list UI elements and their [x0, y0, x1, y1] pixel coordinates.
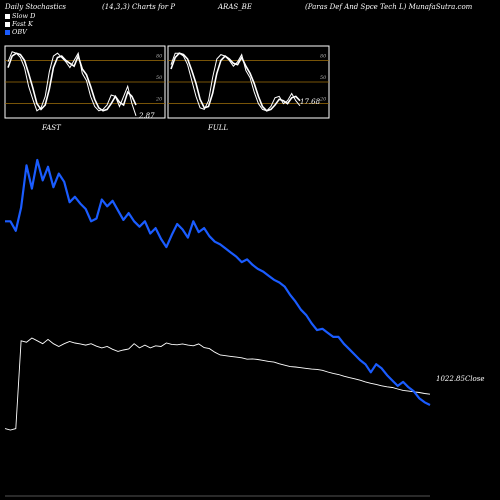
full_panel-last-value: 17.68 [300, 98, 321, 106]
legend-item-obv: OBV [5, 28, 27, 36]
fast_panel-title: FAST [41, 124, 62, 132]
legend-item-slow-d: Slow D [5, 12, 35, 20]
legend-swatch-fast-k [5, 21, 10, 27]
fast_panel-tick-label-50: 50 [156, 75, 163, 81]
header-title-4: (Paras Def And Spce Tech L) MunafaSutra.… [305, 3, 473, 11]
legend-swatch-obv [5, 29, 10, 35]
fast_panel-series-fast-k [7, 51, 137, 116]
legend-swatch-slow-d [5, 13, 10, 19]
header-title-1: Daily Stochastics [5, 3, 67, 11]
fast_panel-tick-label-80: 80 [156, 53, 163, 59]
close-price-line [4, 337, 431, 431]
obv-line [5, 158, 431, 406]
fast_panel-tick-label-20: 20 [155, 97, 163, 103]
full_panel-tick-label-50: 50 [320, 75, 327, 81]
legend-label-fast-k: Fast K [12, 20, 33, 28]
header-title-2: (14,3,3) Charts for P [102, 3, 176, 11]
legend-label-obv: OBV [12, 28, 27, 36]
full_panel-series-fast-k [170, 52, 301, 112]
header-title-3: ARAS_BE [218, 3, 252, 11]
full_panel-tick-label-20: 20 [319, 97, 327, 103]
full_panel-title: FULL [207, 124, 228, 132]
full_panel-tick-label-80: 80 [320, 53, 327, 59]
close-last-value: 1022.85Close [436, 375, 485, 383]
legend-label-slow-d: Slow D [12, 12, 36, 20]
fast_panel-last-value: 2.87 [138, 112, 155, 120]
legend-item-fast-k: Fast K [5, 20, 33, 28]
